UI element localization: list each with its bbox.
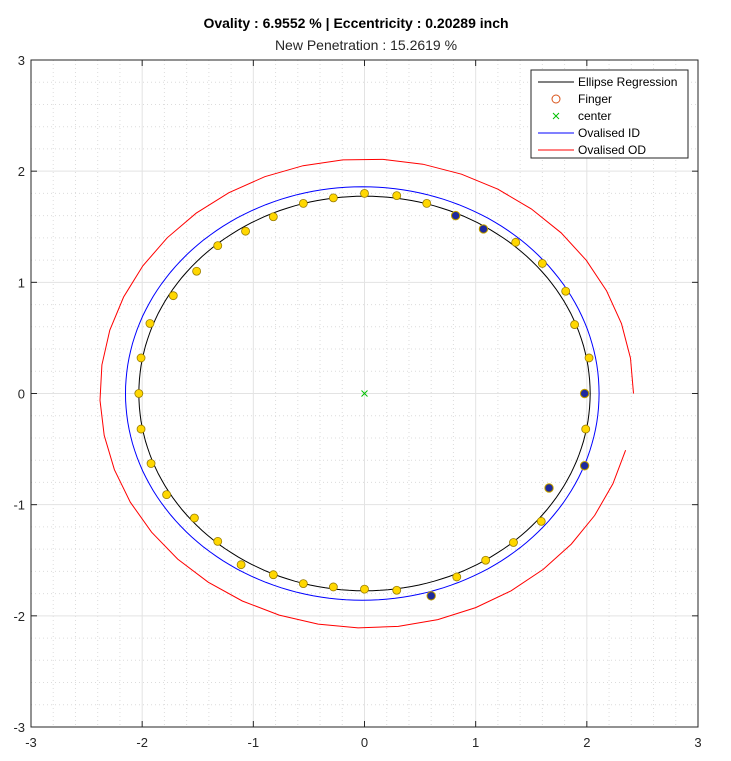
finger-point <box>536 516 546 526</box>
chart-subtitle: New Penetration : 15.2619 % <box>275 37 457 53</box>
finger-point <box>268 212 278 222</box>
finger-point-ring <box>478 224 489 234</box>
x-tick-label: 1 <box>472 735 479 750</box>
x-tick-label: 2 <box>583 735 590 750</box>
finger-point <box>360 188 369 198</box>
legend-box <box>530 69 689 159</box>
finger-point-ring <box>579 461 590 471</box>
finger-point <box>509 538 518 547</box>
finger-point <box>146 459 156 468</box>
y-tick-label: 1 <box>18 275 25 290</box>
axis-ticks: -3 -2 -1 0 1 2 3 -3 -2 -1 0 1 2 3 <box>13 53 701 750</box>
finger-point <box>511 237 521 247</box>
finger-point <box>162 490 172 500</box>
finger-point <box>145 319 155 328</box>
finger-point <box>392 585 402 595</box>
finger-point <box>168 291 178 301</box>
y-tick-label: 2 <box>18 164 25 179</box>
finger-point <box>581 424 591 434</box>
finger-point <box>241 226 250 236</box>
y-tick-label: 0 <box>18 387 25 402</box>
legend-label: Ovalised ID <box>578 126 640 140</box>
finger-point <box>360 584 369 594</box>
finger-point <box>452 572 462 582</box>
chart-title: Ovality : 6.9552 % | Eccentricity : 0.20… <box>203 15 508 31</box>
x-tick-label: -1 <box>248 735 260 750</box>
finger-point <box>298 579 308 588</box>
y-tick-label: -1 <box>13 498 25 513</box>
legend-label: Ellipse Regression <box>578 75 677 89</box>
finger-point <box>190 513 199 523</box>
finger-point <box>481 555 491 565</box>
x-tick-label: -2 <box>136 735 148 750</box>
finger-point <box>537 259 547 268</box>
finger-point <box>328 193 338 203</box>
y-tick-label: -3 <box>13 720 25 735</box>
finger-point <box>134 389 144 398</box>
x-tick-label: 0 <box>361 735 368 750</box>
finger-point <box>298 199 308 208</box>
legend-marker-sample <box>552 112 560 120</box>
finger-point <box>192 266 202 276</box>
ovalised-id-curve <box>124 186 600 601</box>
finger-point-ring <box>579 388 590 399</box>
finger-point <box>236 560 246 570</box>
finger-point-ring <box>426 591 436 601</box>
finger-point <box>570 320 580 329</box>
legend-label: Ovalised OD <box>578 143 646 157</box>
finger-point <box>392 191 402 201</box>
finger-point <box>422 199 432 208</box>
plot-series <box>99 158 634 629</box>
finger-point <box>328 582 338 592</box>
finger-point-ring <box>450 210 461 221</box>
x-tick-label: 3 <box>694 735 701 750</box>
finger-point <box>213 241 223 251</box>
finger-point-ring <box>544 483 554 493</box>
legend-label: center <box>578 109 611 123</box>
legend-marker-sample <box>551 94 561 104</box>
finger-point <box>136 424 146 434</box>
finger-point <box>268 570 278 580</box>
ovalised-od-curve <box>99 158 634 629</box>
center-marker <box>361 390 368 397</box>
finger-point <box>136 353 146 363</box>
legend: Ellipse Regression Finger center Ovalised I… <box>530 69 689 159</box>
finger-point <box>584 353 594 363</box>
y-tick-label: -2 <box>13 609 25 624</box>
legend-label: Finger <box>578 92 612 106</box>
x-tick-label: -3 <box>25 735 37 750</box>
finger-point <box>213 536 223 546</box>
y-tick-label: 3 <box>18 53 25 68</box>
finger-point <box>561 286 571 296</box>
